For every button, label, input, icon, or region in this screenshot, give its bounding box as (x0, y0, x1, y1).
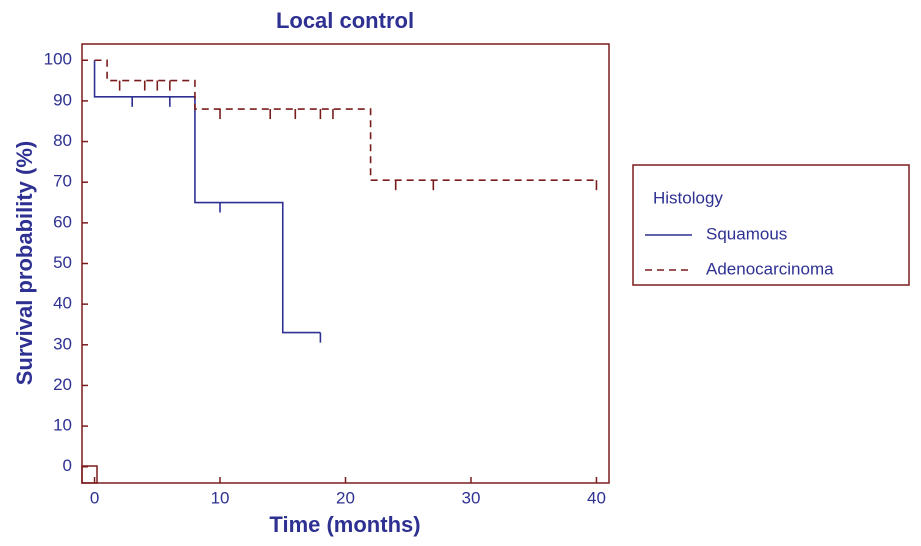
legend-title: Histology (653, 188, 723, 207)
y-tick-label: 70 (53, 172, 72, 191)
origin-box (81, 465, 98, 484)
y-tick-label: 90 (53, 90, 72, 109)
x-tick-label: 0 (90, 488, 99, 507)
x-axis-label: Time (months) (269, 512, 420, 537)
y-tick-label: 30 (53, 334, 72, 353)
y-tick-label: 80 (53, 131, 72, 150)
legend-label: Squamous (706, 224, 787, 243)
y-tick-label: 0 (63, 456, 72, 475)
y-tick-label: 10 (53, 416, 72, 435)
legend-label: Adenocarcinoma (706, 259, 834, 278)
survival-curve (94, 59, 597, 181)
y-tick-label: 20 (53, 375, 72, 394)
y-tick-label: 60 (53, 212, 72, 231)
x-tick-label: 10 (211, 488, 230, 507)
x-tick-label: 30 (462, 488, 481, 507)
y-tick-label: 40 (53, 294, 72, 313)
chart-title: Local control (276, 8, 414, 33)
y-axis-label: Survival probability (%) (12, 141, 37, 386)
plot-frame (81, 43, 610, 484)
x-tick-label: 40 (587, 488, 606, 507)
y-tick-label: 100 (44, 50, 72, 69)
legend-frame (632, 164, 910, 286)
x-tick-label: 20 (336, 488, 355, 507)
survival-curve (93, 60, 321, 334)
y-tick-label: 50 (53, 253, 72, 272)
